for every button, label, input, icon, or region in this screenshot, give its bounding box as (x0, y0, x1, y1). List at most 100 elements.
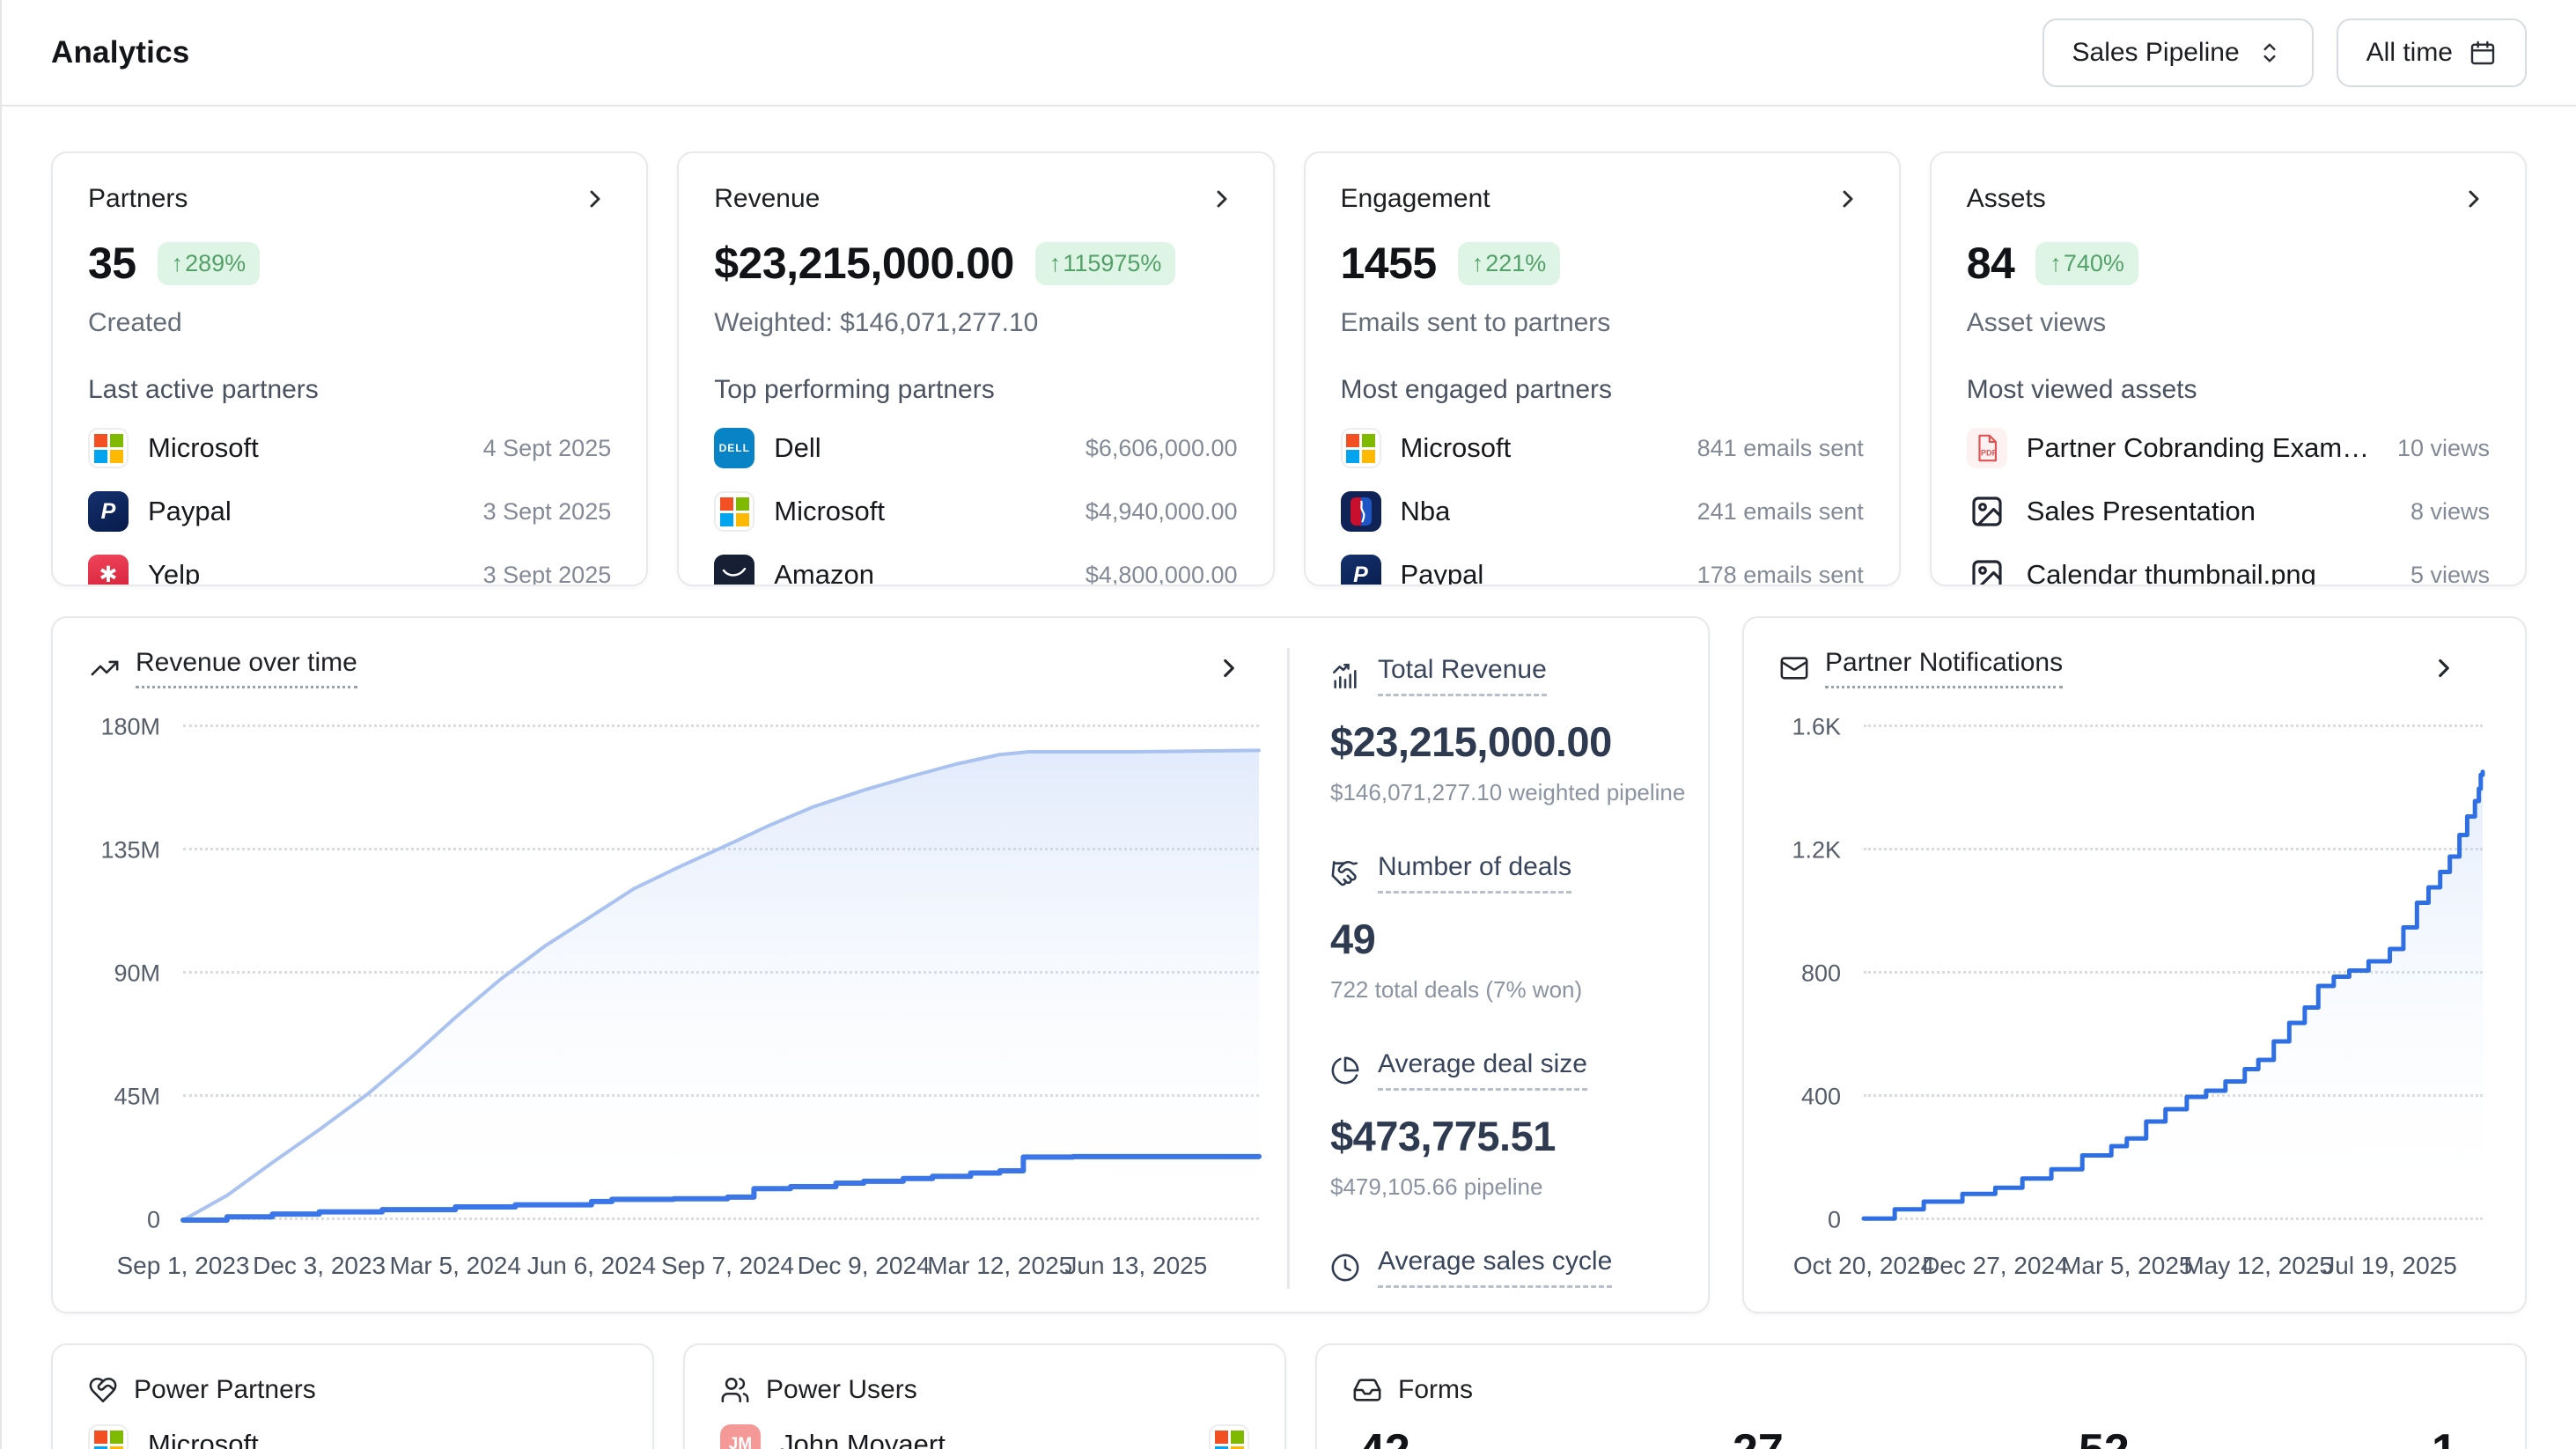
x-axis-tick: Dec 3, 2023 (253, 1252, 386, 1279)
stat-card-assets: Assets 84 740% Asset views Most viewed a… (1929, 151, 2527, 586)
section-title: Power Partners (134, 1375, 316, 1404)
image-icon (1967, 555, 2007, 585)
microsoft-icon (1209, 1424, 1249, 1449)
x-axis-labels: Oct 20, 2024 Dec 27, 2024 Mar 5, 2025 May 1… (1793, 1239, 2483, 1289)
image-icon (1967, 491, 2007, 532)
list-item[interactable]: Microsoft (88, 1424, 617, 1449)
list-item[interactable]: PDF Partner Cobranding Example D... 10 v… (1966, 428, 2490, 468)
list-title: Most viewed assets (1966, 375, 2197, 404)
list-item[interactable]: P Paypal 178 emails sent (1340, 555, 1864, 585)
x-axis-tick: Dec 27, 2024 (1922, 1252, 2069, 1279)
y-axis-tick: 0 (1827, 1206, 1841, 1233)
stat-card-title: Revenue (714, 184, 821, 213)
gridline (1864, 971, 2483, 974)
y-axis-tick: 1.2K (1792, 836, 1841, 864)
chevron-right-icon[interactable] (2428, 652, 2460, 684)
chevron-right-icon[interactable] (1206, 183, 1238, 215)
y-axis-tick: 400 (1800, 1083, 1841, 1110)
chevron-right-icon[interactable] (579, 183, 611, 215)
list-item[interactable]: Calendar thumbnail.png 5 views (1967, 555, 2490, 585)
heart-handshake-icon (89, 1377, 117, 1403)
page-title: Analytics (51, 34, 190, 70)
summary-average-sales-cycle: Average sales cycle 27 days (1330, 1247, 1674, 1312)
stat-card-revenue: Revenue $23,215,000.00 115975% Weighted:… (677, 151, 1275, 586)
chevrons-up-down-icon (2263, 42, 2276, 63)
gridline (1864, 724, 2483, 727)
list-item[interactable]: Microsoft 841 emails sent (1340, 428, 1864, 468)
forms-card: Forms 42 27 52 1 (1315, 1343, 2527, 1449)
list-item[interactable]: Microsoft 4 Sept 2025 (88, 428, 611, 468)
forms-stat-value: 1 (2432, 1424, 2457, 1449)
amazon-icon (714, 555, 755, 585)
list-item[interactable]: Sales Presentation 8 views (1967, 491, 2490, 532)
stat-card-engagement: Engagement 1455 221% Emails sent to part… (1303, 151, 1901, 586)
list-title: Top performing partners (714, 375, 995, 404)
up-arrow-icon (2050, 250, 2062, 277)
gridline (183, 724, 1259, 727)
power-partners-card: Power Partners Microsoft (51, 1343, 654, 1449)
x-axis-tick: Mar 5, 2024 (389, 1252, 521, 1279)
y-axis-tick: 1.6K (1792, 713, 1841, 740)
trend-badge: 740% (2035, 241, 2138, 285)
trend-badge: 115975% (1034, 241, 1176, 285)
revenue-over-time-chart: 0 45M 90M 135M 180M (100, 714, 1259, 1233)
list-item[interactable]: Nba 241 emails sent (1340, 491, 1864, 532)
power-users-card: Power Users JM John Moyaert (683, 1343, 1286, 1449)
x-axis-tick: Dec 9, 2024 (797, 1252, 931, 1279)
clock-icon (1331, 1254, 1359, 1281)
stat-caption: Weighted: $146,071,277.10 (714, 308, 1039, 337)
forms-stat-value: 42 (1359, 1424, 1410, 1449)
svg-text:PDF: PDF (1981, 449, 1998, 458)
x-axis-tick: Mar 5, 2025 (2061, 1252, 2193, 1279)
section-title: Revenue over time (136, 648, 357, 688)
page-header: Analytics Sales Pipeline All time (2, 0, 2576, 107)
pipeline-selector[interactable]: Sales Pipeline (2042, 18, 2314, 87)
paypal-icon: P (88, 491, 129, 532)
x-axis-tick: Sep 1, 2023 (116, 1252, 250, 1279)
list-item[interactable]: Microsoft $4,940,000.00 (714, 491, 1238, 532)
list-item[interactable]: P Paypal 3 Sept 2025 (88, 491, 611, 532)
chevron-right-icon[interactable] (1832, 183, 1864, 215)
section-title: Forms (1398, 1375, 1473, 1404)
bottom-row: Power Partners Microsoft Power Users JM … (51, 1343, 2527, 1449)
trending-up-icon (91, 660, 119, 676)
nba-icon (1340, 491, 1381, 532)
microsoft-icon (88, 1424, 129, 1449)
stat-card-title: Partners (88, 184, 188, 213)
chevron-right-icon[interactable] (1213, 652, 1245, 684)
mail-icon (1780, 657, 1808, 680)
pdf-icon: PDF (1966, 428, 2007, 468)
list-item[interactable]: DELL Dell $6,606,000.00 (714, 428, 1238, 468)
list-item[interactable]: Amazon $4,800,000.00 (714, 555, 1238, 585)
summary-average-deal-size: Average deal size $473,775.51 $479,105.6… (1330, 1049, 1587, 1200)
header-actions: Sales Pipeline All time (2042, 18, 2527, 87)
trend-badge: 289% (157, 241, 261, 285)
dell-icon: DELL (714, 428, 755, 468)
y-axis-tick: 800 (1800, 960, 1841, 987)
x-axis-tick: Mar 12, 2025 (927, 1252, 1073, 1279)
stat-value: 84 (1966, 239, 2015, 288)
partner-notifications-card: Partner Notifications 0 400 800 1.2K 1.6K Oc… (1742, 616, 2527, 1313)
up-arrow-icon (172, 250, 184, 277)
chevron-right-icon[interactable] (2458, 183, 2490, 215)
users-icon (721, 1377, 749, 1403)
paypal-icon: P (1340, 555, 1381, 585)
list-item[interactable]: JM John Moyaert (720, 1424, 1249, 1449)
list-item[interactable]: ✱ Yelp 3 Sept 2025 (88, 555, 611, 585)
date-range-label: All time (2366, 37, 2453, 67)
stat-value: 35 (88, 239, 136, 288)
stat-card-partners: Partners 35 289% Created Last active par… (51, 151, 649, 586)
stat-cards-row: Partners 35 289% Created Last active par… (51, 151, 2527, 586)
stat-caption: Emails sent to partners (1340, 308, 1611, 337)
x-axis-tick: May 12, 2025 (2183, 1252, 2333, 1279)
y-axis-tick: 45M (114, 1083, 160, 1110)
pipeline-selector-label: Sales Pipeline (2072, 37, 2240, 67)
x-axis-tick: Jun 6, 2024 (526, 1252, 657, 1279)
x-axis-tick: Oct 20, 2024 (1792, 1252, 1935, 1279)
handshake-icon (1331, 860, 1358, 886)
section-title: Power Users (766, 1375, 917, 1404)
yelp-icon: ✱ (88, 555, 129, 585)
pie-chart-icon (1331, 1056, 1359, 1084)
date-range-button[interactable]: All time (2336, 18, 2527, 87)
